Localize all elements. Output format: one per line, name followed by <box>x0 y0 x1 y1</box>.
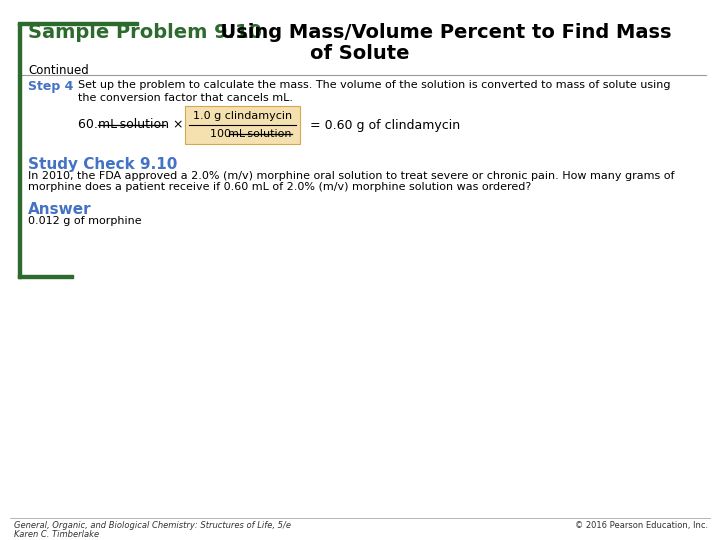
Text: Karen C. Timberlake: Karen C. Timberlake <box>14 530 99 539</box>
Bar <box>18 275 73 278</box>
Text: ×: × <box>172 118 182 132</box>
Text: 0.012 g of morphine: 0.012 g of morphine <box>28 216 142 226</box>
Text: General, Organic, and Biological Chemistry: Structures of Life, 5/e: General, Organic, and Biological Chemist… <box>14 521 291 530</box>
Text: Step 4: Step 4 <box>28 80 73 93</box>
Text: In 2010, the FDA approved a 2.0% (m/v) morphine oral solution to treat severe or: In 2010, the FDA approved a 2.0% (m/v) m… <box>28 171 675 181</box>
Text: Continued: Continued <box>28 64 89 77</box>
Text: of Solute: of Solute <box>310 44 410 63</box>
Text: = 0.60 g of clindamycin: = 0.60 g of clindamycin <box>310 118 460 132</box>
Text: Study Check 9.10: Study Check 9.10 <box>28 157 177 172</box>
Text: mL solution: mL solution <box>228 129 292 139</box>
Text: 60.: 60. <box>78 118 102 132</box>
Text: Answer: Answer <box>28 202 91 217</box>
Text: © 2016 Pearson Education, Inc.: © 2016 Pearson Education, Inc. <box>575 521 708 530</box>
Text: mL solution: mL solution <box>98 118 169 132</box>
Text: the conversion factor that cancels mL.: the conversion factor that cancels mL. <box>78 93 293 103</box>
Text: Set up the problem to calculate the mass. The volume of the solution is converte: Set up the problem to calculate the mass… <box>78 80 670 90</box>
Text: 100: 100 <box>210 129 234 139</box>
Text: Sample Problem 9.10: Sample Problem 9.10 <box>28 23 262 42</box>
Bar <box>18 23 21 278</box>
Bar <box>185 106 300 144</box>
Text: 1.0 g clindamycin: 1.0 g clindamycin <box>193 111 292 121</box>
Text: Using Mass/Volume Percent to Find Mass: Using Mass/Volume Percent to Find Mass <box>207 23 672 42</box>
Text: morphine does a patient receive if 0.60 mL of 2.0% (m/v) morphine solution was o: morphine does a patient receive if 0.60 … <box>28 182 531 192</box>
Bar <box>18 22 138 25</box>
